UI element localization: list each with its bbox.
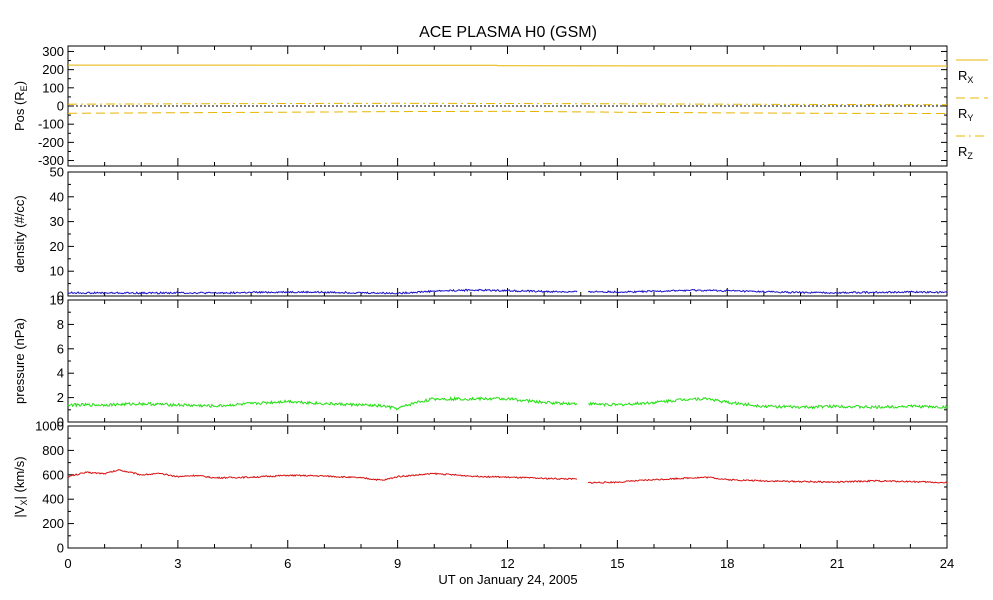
y-tick-label: 50: [50, 165, 64, 180]
x-axis-label: UT on January 24, 2005: [438, 572, 577, 587]
x-tick-label: 9: [394, 556, 401, 571]
legend-label: RZ: [958, 144, 973, 161]
y-tick-label: 20: [50, 239, 64, 254]
panel-frame: [67, 425, 948, 549]
y-tick-label: 300: [42, 44, 64, 59]
series-line-density: [67, 288, 948, 295]
y-tick-label: -300: [38, 153, 64, 168]
y-tick-label: 40: [50, 189, 64, 204]
y-tick-label: 30: [50, 214, 64, 229]
panel-density: 0 10 20 30 40 50 density (#/cc): [12, 165, 948, 304]
panel-frame: [67, 299, 948, 423]
x-tick-label: 21: [830, 556, 844, 571]
legend-label: RY: [958, 106, 973, 123]
y-tick-label: 600: [42, 467, 64, 482]
series-line-RY: [67, 110, 948, 114]
x-tick-label: 24: [940, 556, 954, 571]
x-tick-label: 6: [284, 556, 291, 571]
y-tick-label: 4: [57, 366, 64, 381]
y-tick-label: 10: [50, 293, 64, 308]
panel-vx: 0 200 400 600 800 1000 |VX| (km/s): [12, 419, 948, 556]
y-tick-label: 0: [57, 99, 64, 114]
y-tick-label: 0: [57, 415, 64, 430]
y-tick-label: 800: [42, 443, 64, 458]
panel-frame: [67, 171, 948, 297]
y-tick-label: 0: [57, 541, 64, 556]
y-tick-label: 0: [57, 289, 64, 304]
x-tick-label: 15: [610, 556, 624, 571]
y-axis-label: pressure (nPa): [12, 318, 27, 404]
y-tick-label: -100: [38, 117, 64, 132]
y-tick-label: 400: [42, 492, 64, 507]
legend-label: RX: [958, 68, 973, 85]
y-tick-label: 100: [42, 80, 64, 95]
y-tick-label: 6: [57, 341, 64, 356]
y-axis-label: |VX| (km/s): [12, 456, 29, 517]
y-tick-label: 1000: [35, 419, 64, 434]
y-tick-label: 8: [57, 317, 64, 332]
panel-pos: -300 -200 -100 0 100 200 300 Pos (RE) RX RY RZ: [12, 44, 988, 168]
panel-pressure: 0 2 4 6 8 10 pressure (nPa): [12, 293, 948, 430]
series-line-pressure: [67, 396, 948, 411]
x-tick-label: 3: [174, 556, 181, 571]
y-axis-label: Pos (RE): [12, 81, 29, 131]
y-tick-label: 200: [42, 516, 64, 531]
x-tick-label: 0: [64, 556, 71, 571]
series-line-RZ: [67, 102, 948, 106]
y-tick-label: 2: [57, 390, 64, 405]
chart-title: ACE PLASMA H0 (GSM): [419, 24, 597, 41]
y-tick-label: 200: [42, 62, 64, 77]
panel-frame: [67, 45, 948, 167]
y-tick-label: -200: [38, 135, 64, 150]
series-line-RX: [67, 64, 948, 67]
series-line-vx: [67, 469, 948, 484]
y-tick-label: 10: [50, 264, 64, 279]
y-axis-label: density (#/cc): [12, 195, 27, 272]
x-tick-label: 12: [500, 556, 514, 571]
x-tick-label: 18: [720, 556, 734, 571]
